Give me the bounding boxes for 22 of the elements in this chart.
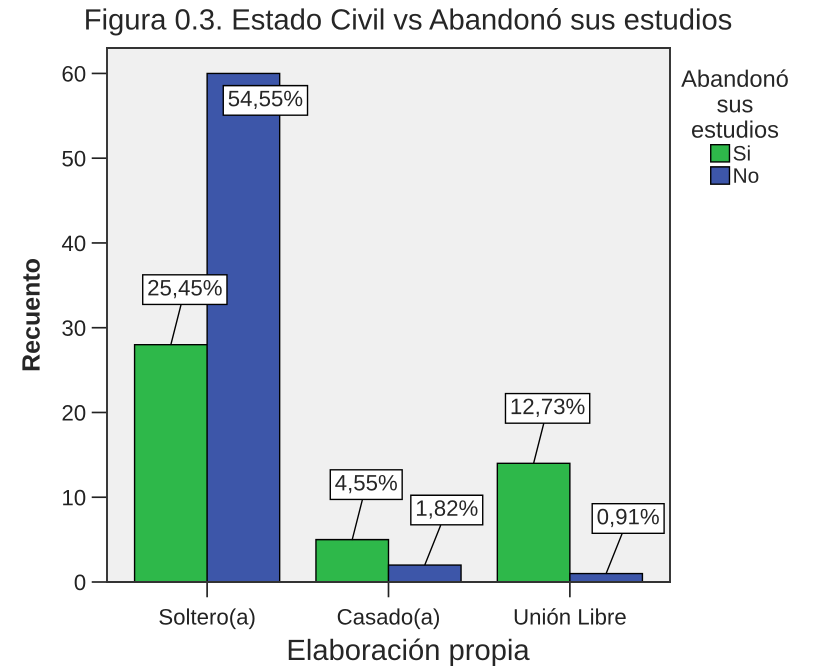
legend-label: Si (734, 145, 750, 161)
y-tick-label: 10 (63, 490, 86, 506)
chart-title: Figura 0.3. Estado Civil vs Abandonó sus estudios (86, 8, 732, 36)
annotation: 54,55% (228, 90, 302, 110)
text: Elaboración propia (288, 638, 530, 666)
y-tick-label: 20 (62, 405, 86, 421)
annotation: 4,55% (335, 474, 397, 494)
y-tick-label: 30 (62, 320, 86, 336)
y-tick-label: 50 (62, 150, 86, 166)
annotation: 0,91% (598, 508, 659, 528)
annotation: 1,82% (416, 500, 478, 519)
y-axis-title: Recuento (22, 259, 40, 370)
x-tick-label: Soltero(a) (159, 608, 255, 630)
legend-title: Abandonó sus estudios (681, 69, 788, 138)
legend-label: No (734, 168, 758, 183)
y-tick-label: 0 (74, 574, 86, 590)
y-tick-label: 60 (62, 66, 86, 82)
y-tick-label: 40 (62, 235, 86, 252)
x-tick-label: Unión Libre (514, 608, 626, 625)
annotation: 12,73% (512, 398, 584, 417)
annotation: 25,45% (148, 280, 222, 298)
x-tick-label: Casado(a) (338, 608, 439, 630)
